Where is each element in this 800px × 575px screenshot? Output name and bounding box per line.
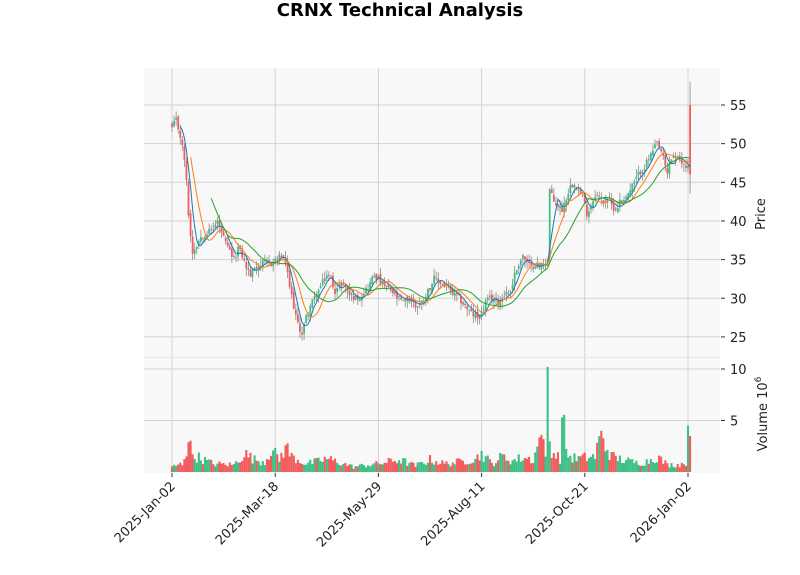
svg-text:40: 40 (730, 215, 747, 230)
volume-axis-label: Volume 106 (754, 376, 771, 451)
volume-y-axis: 5 10 (721, 363, 747, 430)
svg-text:2025-Oct-21: 2025-Oct-21 (523, 479, 591, 547)
moving-average-lines (179, 126, 691, 327)
svg-text:2026-Jan-02: 2026-Jan-02 (628, 479, 695, 546)
svg-text:2025-Mar-18: 2025-Mar-18 (213, 479, 282, 548)
svg-text:5: 5 (730, 415, 738, 430)
svg-text:2025-May-29: 2025-May-29 (314, 479, 385, 550)
svg-text:50: 50 (730, 138, 747, 153)
svg-text:2025-Jan-02: 2025-Jan-02 (112, 479, 179, 546)
grid-lines (144, 68, 720, 473)
volume-panel (170, 366, 692, 472)
svg-text:35: 35 (730, 254, 747, 269)
price-axis-label: Price (754, 198, 769, 230)
svg-text:Volume 106: Volume 106 (754, 376, 771, 451)
price-y-axis: 25 30 35 40 45 50 55 (721, 99, 747, 346)
svg-text:2025-Aug-11: 2025-Aug-11 (418, 479, 488, 549)
price-panel (171, 81, 691, 341)
svg-text:45: 45 (730, 176, 747, 191)
svg-text:25: 25 (730, 331, 747, 346)
chart-title: CRNX Technical Analysis (276, 0, 524, 21)
plot-background (144, 68, 720, 473)
svg-text:30: 30 (730, 292, 747, 307)
svg-text:55: 55 (730, 99, 747, 114)
svg-text:10: 10 (730, 363, 747, 378)
date-x-axis: 2025-Jan-02 2025-Mar-18 2025-May-29 2025-Au… (112, 473, 695, 550)
